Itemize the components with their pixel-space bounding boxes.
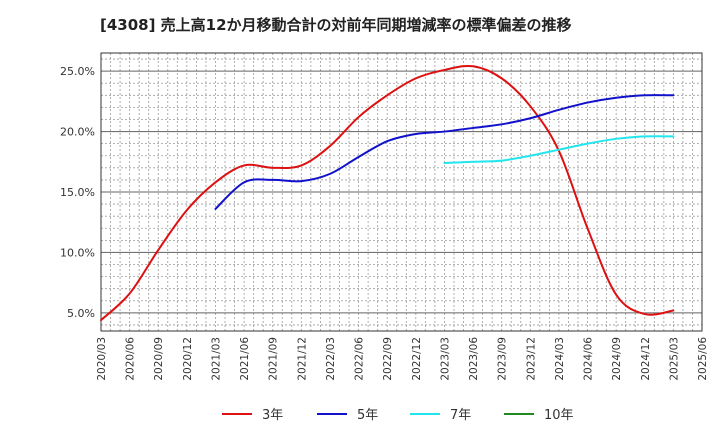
y-tick-label: 25.0% (60, 65, 95, 78)
series-layer (100, 64, 675, 322)
legend-label-2: 5年 (357, 408, 378, 423)
x-tick-label: 2023/03 (439, 337, 451, 381)
x-tick-label: 2021/12 (296, 337, 308, 381)
x-tick-label: 2024/09 (611, 337, 623, 381)
x-tick-label: 2021/09 (268, 337, 280, 381)
x-tick-label: 2023/12 (525, 337, 537, 381)
x-tick-label: 2022/09 (382, 337, 394, 381)
x-tick-label: 2025/06 (697, 337, 709, 381)
legend-label-3: 7年 (450, 408, 471, 423)
series-line-2 (214, 94, 675, 210)
y-tick-label: 10.0% (60, 246, 95, 259)
x-tick-label: 2024/12 (640, 337, 652, 381)
x-tick-label: 2022/12 (411, 337, 423, 381)
x-tick-label: 2020/03 (96, 337, 108, 381)
legend-label-4: 10年 (544, 408, 574, 423)
y-tick-label: 5.0% (67, 307, 95, 320)
x-tick-label: 2023/09 (497, 337, 509, 381)
x-tick-label: 2025/03 (668, 337, 680, 381)
legend: 3年 5年 7年 10年 (222, 408, 574, 423)
series-line-1 (100, 64, 675, 322)
y-tick-label: 20.0% (60, 126, 95, 139)
plot-frame (100, 52, 703, 332)
series-line-3 (443, 135, 675, 164)
x-tick-label: 2021/03 (210, 337, 222, 381)
x-tick-label: 2020/06 (125, 337, 137, 381)
x-tick-label: 2022/06 (354, 337, 366, 381)
chart-title: [4308] 売上高12か月移動合計の対前年同期増減率の標準偏差の推移 (100, 16, 572, 34)
legend-label-1: 3年 (262, 408, 283, 423)
axis-layer: 5.0% 10.0% 15.0% 20.0% 25.0% 2020/03 2020/06 20… (60, 52, 709, 381)
y-tick-label: 15.0% (60, 186, 95, 199)
x-tick-label: 2024/06 (583, 337, 595, 381)
x-tick-label: 2023/06 (468, 337, 480, 381)
x-tick-label: 2020/12 (182, 337, 194, 381)
x-tick-label: 2024/03 (554, 337, 566, 381)
x-tick-label: 2022/03 (325, 337, 337, 381)
x-tick-label: 2020/09 (153, 337, 165, 381)
x-tick-label: 2021/06 (239, 337, 251, 381)
